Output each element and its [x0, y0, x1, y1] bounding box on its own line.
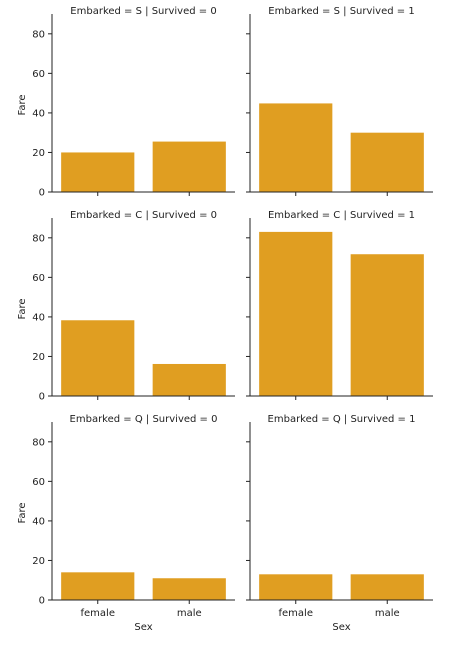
y-axis-label: Fare	[17, 502, 28, 523]
bar-male	[350, 254, 424, 396]
x-tick-label: male	[177, 608, 202, 619]
bar-female	[61, 152, 135, 192]
bar-male	[350, 574, 424, 600]
y-tick-label: 60	[32, 69, 45, 80]
y-tick-label: 20	[32, 148, 45, 159]
bar-female	[259, 103, 333, 192]
y-axis-label: Fare	[17, 94, 28, 115]
bar-female	[259, 574, 333, 600]
panel-title: Embarked = S | Survived = 1	[268, 6, 414, 17]
y-tick-label: 40	[32, 516, 45, 527]
bar-male	[152, 363, 226, 396]
panel-title: Embarked = S | Survived = 0	[70, 6, 216, 17]
bar-male	[350, 132, 424, 192]
y-tick-label: 60	[32, 477, 45, 488]
panel-title: Embarked = Q | Survived = 1	[268, 414, 416, 425]
x-tick-label: female	[81, 608, 115, 619]
panel-title: Embarked = Q | Survived = 0	[70, 414, 218, 425]
y-tick-label: 20	[32, 556, 45, 567]
y-tick-label: 0	[39, 392, 45, 403]
y-tick-label: 80	[32, 29, 45, 40]
panel-title: Embarked = C | Survived = 1	[268, 210, 415, 221]
bar-female	[61, 320, 135, 396]
bar-female	[259, 231, 333, 396]
y-tick-label: 40	[32, 312, 45, 323]
panel-title: Embarked = C | Survived = 0	[70, 210, 217, 221]
x-axis-label: Sex	[134, 622, 152, 633]
y-tick-label: 80	[32, 437, 45, 448]
bar-female	[61, 572, 135, 600]
x-tick-label: male	[375, 608, 400, 619]
y-tick-label: 0	[39, 596, 45, 607]
y-tick-label: 80	[32, 233, 45, 244]
bar-male	[152, 578, 226, 600]
y-axis-label: Fare	[17, 298, 28, 319]
x-tick-label: female	[279, 608, 313, 619]
x-axis-label: Sex	[332, 622, 350, 633]
y-tick-label: 40	[32, 108, 45, 119]
y-tick-label: 20	[32, 352, 45, 363]
y-tick-label: 60	[32, 273, 45, 284]
y-tick-label: 0	[39, 188, 45, 199]
bar-male	[152, 141, 226, 192]
